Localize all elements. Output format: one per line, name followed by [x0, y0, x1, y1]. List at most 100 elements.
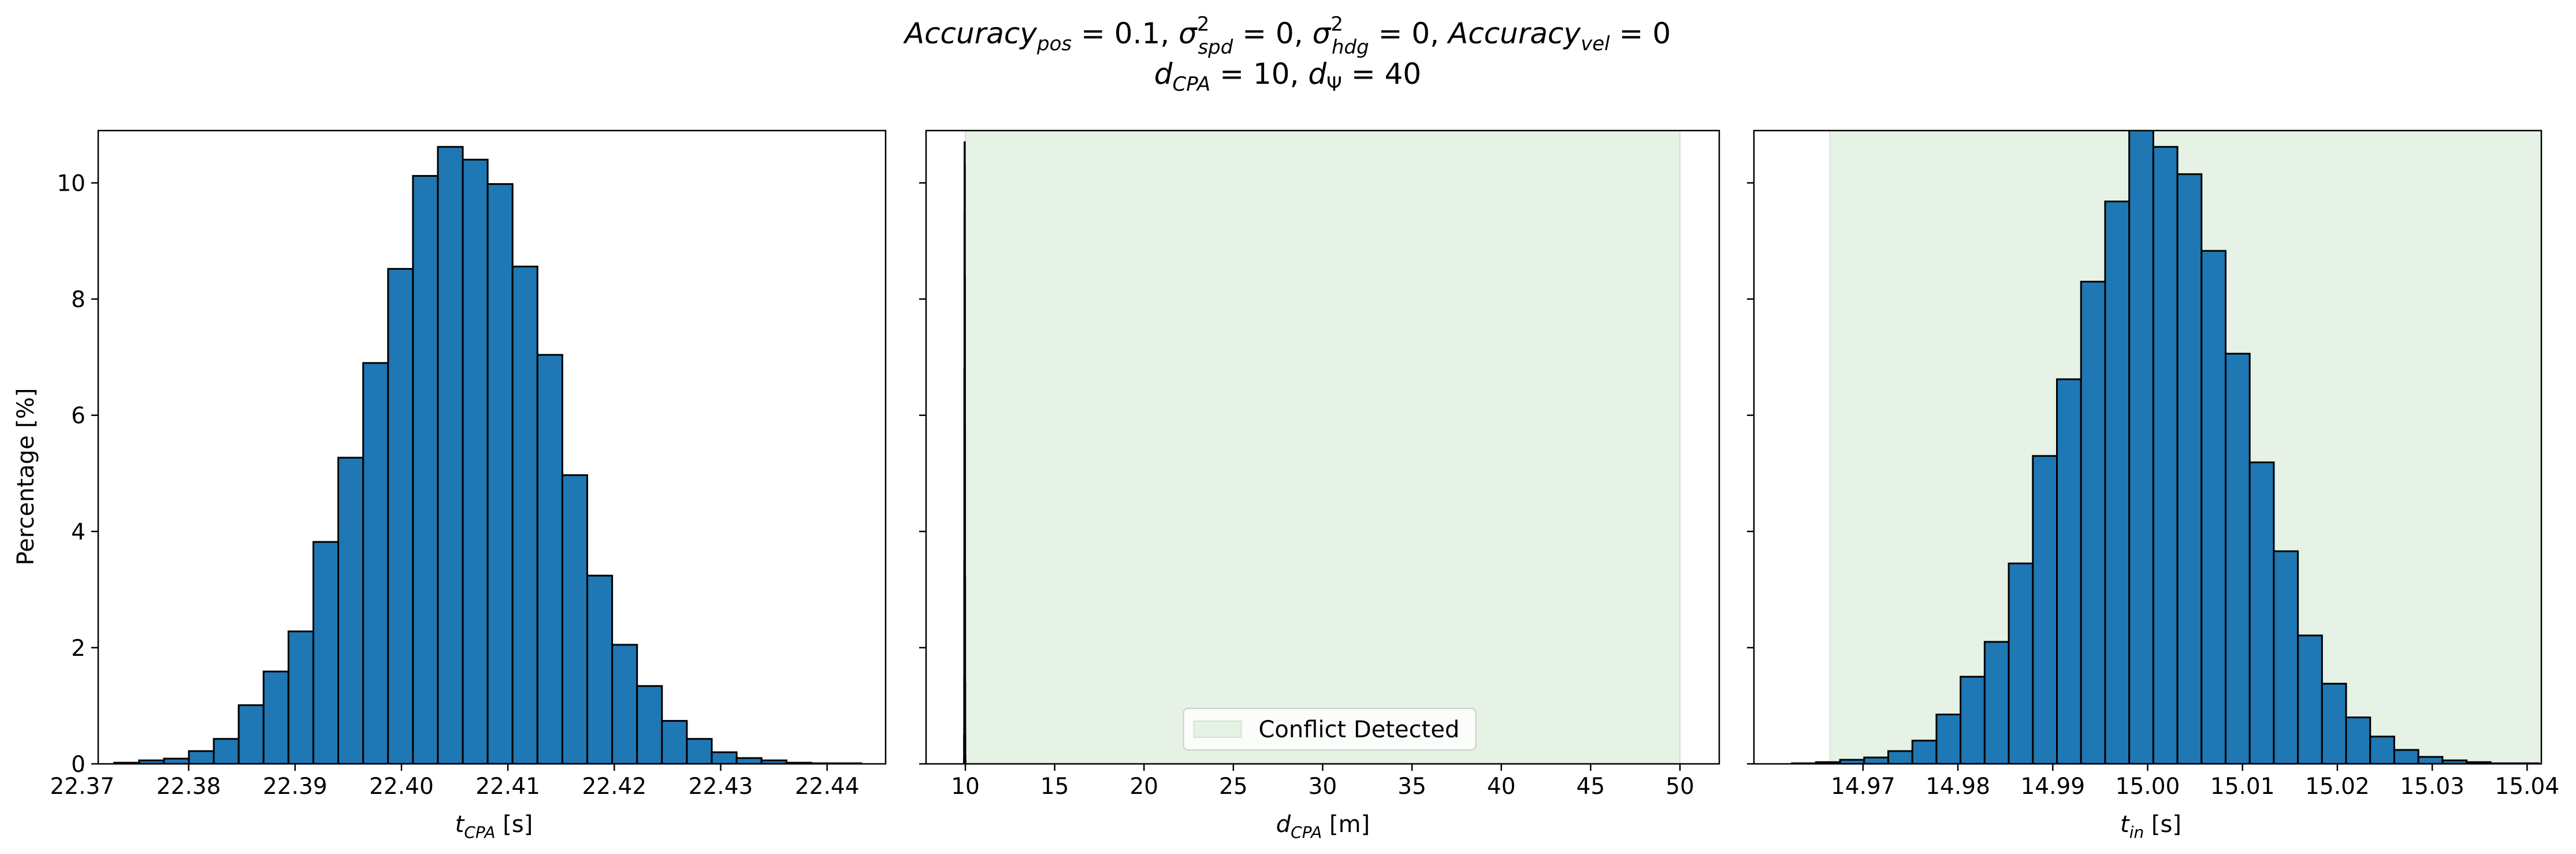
- tcpa-histogram-axes-frame: [97, 129, 887, 765]
- tcpa-histogram-bar: [437, 146, 464, 764]
- tin-histogram-x-tick-label: 15.01: [2210, 774, 2275, 800]
- tcpa-x-axis-label: tCPA [s]: [455, 811, 533, 842]
- tcpa-histogram-bar: [462, 158, 489, 764]
- tcpa-histogram-bar: [686, 738, 713, 764]
- tin-histogram-x-tick-label: 14.99: [2020, 774, 2085, 800]
- tcpa-histogram-y-tick-label: 6: [71, 403, 86, 429]
- tcpa-histogram-bar: [536, 354, 563, 764]
- tin-histogram-bar: [2297, 634, 2323, 764]
- tcpa-histogram-bar: [412, 174, 439, 764]
- dcpa-histogram-bar: [964, 754, 967, 764]
- tin-histogram-bar: [2032, 455, 2058, 764]
- dcpa-histogram-legend: Conflict Detected: [1183, 708, 1477, 751]
- tcpa-histogram-bar: [636, 685, 663, 764]
- legend-label: Conflict Detected: [1259, 716, 1460, 743]
- tcpa-histogram-bar: [661, 720, 688, 764]
- tin-histogram-x-tick-label: 15.00: [2116, 774, 2180, 800]
- y-axis-label: Percentage [%]: [13, 388, 39, 566]
- tcpa-histogram-bar: [188, 750, 215, 764]
- dcpa-histogram-x-tick-label: 30: [1309, 774, 1337, 800]
- figure-title-line1: Accuracypos = 0.1, σ2 spd = 0, σ2 hdg = 0,…: [903, 13, 1671, 59]
- dcpa-histogram-bar: [964, 760, 967, 764]
- tin-histogram-bar: [2273, 550, 2299, 764]
- tcpa-histogram-bar: [511, 265, 538, 764]
- tin-histogram-bar: [1887, 750, 1913, 764]
- tin-histogram-bar: [1863, 756, 1890, 764]
- tcpa-histogram-x-tick-label: 22.39: [263, 774, 328, 800]
- tcpa-histogram-y-tick-label: 10: [57, 170, 86, 196]
- figure-title-line2: dCPA = 10, dΨ = 40: [1154, 57, 1421, 96]
- tcpa-histogram-x-tick-label: 22.42: [582, 774, 646, 800]
- dcpa-histogram-x-tick-label: 40: [1487, 774, 1516, 800]
- tcpa-histogram-x-tick-label: 22.41: [475, 774, 540, 800]
- dcpa-histogram-x-tick-label: 35: [1397, 774, 1426, 800]
- tin-histogram-bar: [2393, 749, 2419, 764]
- tcpa-histogram-bar: [735, 757, 763, 764]
- tin-histogram-bar: [2056, 378, 2082, 764]
- tin-histogram-bar: [1960, 675, 1986, 764]
- tin-histogram-bar: [2200, 250, 2226, 764]
- tcpa-histogram-x-tick-label: 22.37: [50, 774, 115, 800]
- tin-histogram-bar: [2080, 280, 2106, 764]
- tin-histogram-bar: [2152, 146, 2179, 764]
- tin-histogram-x-tick-label: 14.98: [1926, 774, 1990, 800]
- tin-histogram-bar: [2248, 461, 2275, 764]
- tcpa-histogram-bar: [337, 456, 365, 764]
- tin-histogram-bar: [2104, 200, 2131, 764]
- tcpa-histogram-x-tick-label: 22.44: [795, 774, 860, 800]
- tin-histogram-bar: [2176, 173, 2203, 764]
- dcpa-histogram-x-tick-label: 10: [951, 774, 980, 800]
- tcpa-histogram-bar: [486, 183, 514, 764]
- dcpa-histogram-x-tick-label: 20: [1129, 774, 1158, 800]
- dcpa-histogram-x-tick-label: 15: [1040, 774, 1069, 800]
- tcpa-histogram-bar: [611, 644, 638, 764]
- tcpa-histogram-y-tick-label: 0: [71, 752, 86, 778]
- tcpa-histogram-plot-area: [113, 146, 863, 764]
- legend-swatch: [1193, 721, 1242, 738]
- tcpa-histogram-y-tick-label: 8: [71, 287, 86, 313]
- legend-box: [1183, 708, 1477, 751]
- tcpa-histogram-y-tick-label: 4: [71, 519, 86, 545]
- dcpa-histogram-conflict-region: [965, 131, 1681, 764]
- tin-histogram-bar: [2345, 716, 2371, 764]
- dcpa-histogram-x-tick-label: 45: [1577, 774, 1605, 800]
- tcpa-panel: 22.37 22.38 22.39 22.40 22.41 22.42 22.43 22.44…: [50, 129, 887, 800]
- tin-histogram-x-tick-label: 14.97: [1831, 774, 1895, 800]
- tin-histogram-bar: [2128, 131, 2154, 764]
- tin-histogram-bar: [2224, 352, 2251, 764]
- tcpa-histogram-bar: [237, 704, 265, 764]
- tin-histogram-bar: [2369, 736, 2395, 764]
- tin-histogram-bar: [2008, 562, 2034, 764]
- tin-histogram-plot-area: [1791, 131, 2541, 764]
- dcpa-histogram-plot-area: [963, 131, 1681, 764]
- tcpa-histogram-x-tick-label: 22.38: [157, 774, 221, 800]
- tin-histogram-x-tick-label: 15.03: [2400, 774, 2465, 800]
- tin-histogram-x-tick-label: 15.04: [2495, 774, 2560, 800]
- tcpa-histogram-bar: [312, 541, 340, 764]
- tin-histogram-bar: [2417, 756, 2444, 764]
- tcpa-histogram-bar: [362, 362, 389, 764]
- tin-histogram-bar: [1935, 714, 1962, 764]
- tin-histogram-x-tick-label: 15.02: [2305, 774, 2370, 800]
- tcpa-histogram-x-tick-label: 22.43: [689, 774, 753, 800]
- tin-histogram-bar: [1911, 740, 1938, 764]
- tcpa-histogram-bar: [262, 670, 289, 764]
- tin-panel: 14.97 14.98 14.99 15.00 15.01 15.02 15.03 15.04: [1747, 129, 2560, 800]
- tcpa-histogram-bar: [586, 574, 614, 764]
- dcpa-histogram-x-tick-label: 25: [1219, 774, 1248, 800]
- dcpa-histogram-x-tick-label: 50: [1666, 774, 1694, 800]
- tin-x-axis-label: tin [s]: [2120, 811, 2181, 842]
- dcpa-panel: 10 15 20 25 30 35 40 45 50 Conflict Detected: [919, 129, 1720, 800]
- dcpa-x-axis-label: dCPA [m]: [1276, 811, 1370, 842]
- tin-histogram-bar: [1983, 641, 2010, 764]
- tcpa-histogram-bar: [561, 474, 589, 764]
- tcpa-histogram-bar: [287, 630, 314, 764]
- tcpa-histogram-x-tick-label: 22.40: [369, 774, 434, 800]
- tcpa-histogram-bar: [163, 758, 190, 764]
- tcpa-histogram-y-tick-label: 2: [71, 636, 86, 662]
- tcpa-histogram-bar: [387, 268, 414, 764]
- tcpa-histogram-bar: [213, 738, 240, 764]
- tcpa-histogram-bar: [711, 751, 738, 764]
- tin-histogram-bar: [2321, 682, 2347, 764]
